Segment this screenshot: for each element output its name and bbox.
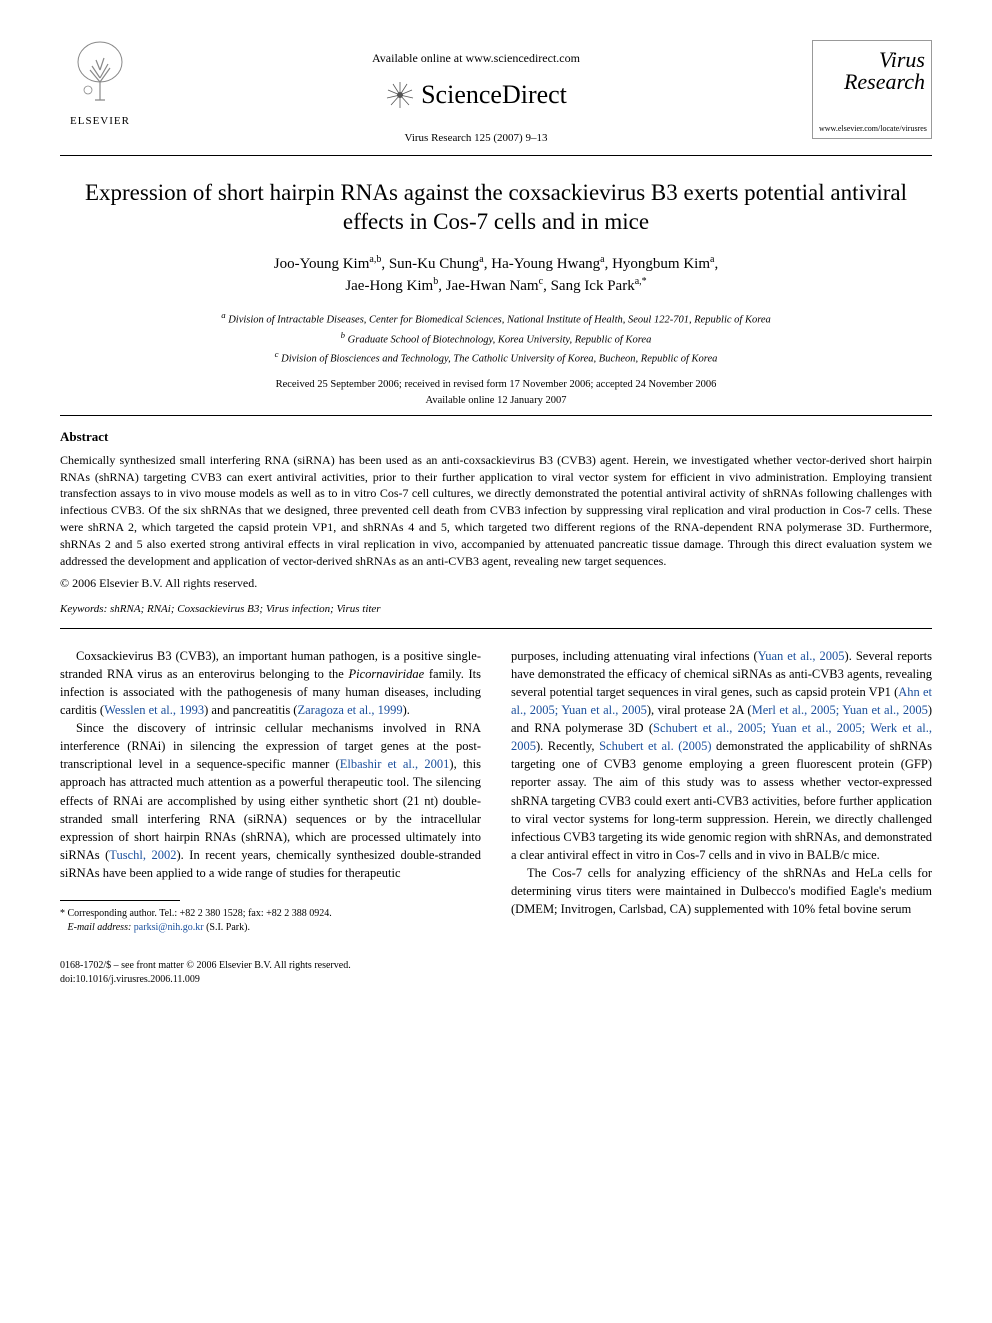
affiliations: a Division of Intractable Diseases, Cent… (60, 309, 932, 367)
abstract-heading: Abstract (60, 428, 932, 446)
footnote-separator (60, 900, 180, 901)
journal-cover-box: Virus Research www.elsevier.com/locate/v… (812, 40, 932, 139)
ref-link[interactable]: Yuan et al., 2005 (758, 649, 845, 663)
available-online-text: Available online at www.sciencedirect.co… (140, 50, 812, 67)
sciencedirect-burst-icon (385, 80, 415, 110)
body-para-3: purposes, including attenuating viral in… (511, 647, 932, 865)
ref-link[interactable]: Schubert et al. (2005) (599, 739, 711, 753)
dates-received: Received 25 September 2006; received in … (60, 377, 932, 393)
body-para-4: The Cos-7 cells for analyzing efficiency… (511, 864, 932, 918)
journal-title-1: Virus (819, 49, 925, 71)
author: Sun-Ku Chunga (389, 256, 484, 272)
footer: 0168-1702/$ – see front matter © 2006 El… (60, 959, 932, 987)
author: Jae-Hong Kimb (345, 278, 438, 294)
affiliation-b: b Graduate School of Biotechnology, Kore… (60, 329, 932, 348)
keywords-text: shRNA; RNAi; Coxsackievirus B3; Virus in… (110, 603, 381, 615)
ref-link[interactable]: Merl et al., 2005; Yuan et al., 2005 (752, 703, 928, 717)
abstract-copyright: © 2006 Elsevier B.V. All rights reserved… (60, 575, 932, 592)
ref-link[interactable]: Elbashir et al., 2001 (340, 757, 450, 771)
sciencedirect-logo: ScienceDirect (140, 77, 812, 113)
author-list: Joo-Young Kima,b, Sun-Ku Chunga, Ha-Youn… (60, 253, 932, 297)
email-link[interactable]: parksi@nih.go.kr (134, 922, 204, 933)
keywords-label: Keywords: (60, 603, 107, 615)
elsevier-logo: ELSEVIER (60, 40, 140, 130)
rule-above-abstract (60, 415, 932, 416)
journal-url: www.elsevier.com/locate/virusres (819, 123, 925, 134)
author: Joo-Young Kima,b (274, 256, 382, 272)
rule-below-keywords (60, 628, 932, 629)
citation-line: Virus Research 125 (2007) 9–13 (140, 131, 812, 146)
body-para-2: Since the discovery of intrinsic cellula… (60, 719, 481, 882)
author: Jae-Hwan Namc (446, 278, 543, 294)
page-container: ELSEVIER Available online at www.science… (0, 0, 992, 1027)
author: Hyongbum Kima (612, 256, 714, 272)
rule-top (60, 155, 932, 156)
elsevier-tree-icon (70, 40, 130, 105)
ref-link[interactable]: Wesslen et al., 1993 (104, 703, 204, 717)
affiliation-a: a Division of Intractable Diseases, Cent… (60, 309, 932, 328)
journal-title-2: Research (819, 71, 925, 93)
affiliation-c: c Division of Biosciences and Technology… (60, 348, 932, 367)
corr-tel-fax: * Corresponding author. Tel.: +82 2 380 … (60, 907, 481, 921)
abstract-text: Chemically synthesized small interfering… (60, 452, 932, 570)
body-para-1: Coxsackievirus B3 (CVB3), an important h… (60, 647, 481, 720)
right-column: purposes, including attenuating viral in… (511, 647, 932, 936)
author: Ha-Young Hwanga (491, 256, 604, 272)
article-dates: Received 25 September 2006; received in … (60, 377, 932, 409)
footer-issn: 0168-1702/$ – see front matter © 2006 El… (60, 959, 932, 973)
elsevier-label: ELSEVIER (60, 114, 140, 129)
corr-email-line: E-mail address: parksi@nih.go.kr (S.I. P… (60, 921, 481, 935)
sciencedirect-text: ScienceDirect (421, 77, 567, 113)
corresponding-author-footnote: * Corresponding author. Tel.: +82 2 380 … (60, 907, 481, 935)
left-column: Coxsackievirus B3 (CVB3), an important h… (60, 647, 481, 936)
dates-online: Available online 12 January 2007 (60, 393, 932, 409)
header-row: ELSEVIER Available online at www.science… (60, 40, 932, 147)
center-header: Available online at www.sciencedirect.co… (140, 40, 812, 147)
ref-link[interactable]: Zaragoza et al., 1999 (297, 703, 402, 717)
keywords-line: Keywords: shRNA; RNAi; Coxsackievirus B3… (60, 602, 932, 617)
footer-doi: doi:10.1016/j.virusres.2006.11.009 (60, 973, 932, 987)
body-columns: Coxsackievirus B3 (CVB3), an important h… (60, 647, 932, 936)
ref-link[interactable]: Tuschl, 2002 (109, 848, 176, 862)
author: Sang Ick Parka,* (551, 278, 647, 294)
article-title: Expression of short hairpin RNAs against… (60, 178, 932, 238)
